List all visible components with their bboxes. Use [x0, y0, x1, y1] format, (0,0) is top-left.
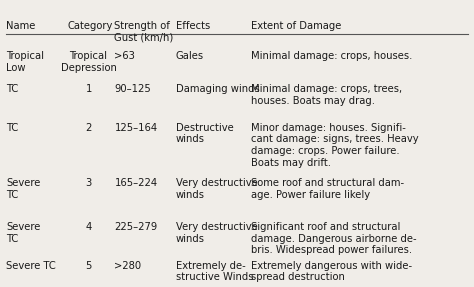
Text: Extent of Damage: Extent of Damage: [251, 21, 341, 31]
Text: TC: TC: [6, 123, 18, 133]
Text: Some roof and structural dam-
age. Power failure likely: Some roof and structural dam- age. Power…: [251, 178, 404, 199]
Text: Severe
TC: Severe TC: [6, 178, 40, 199]
Text: 225–279: 225–279: [115, 222, 158, 232]
Text: 1: 1: [85, 84, 92, 94]
Text: Tropical
Depression: Tropical Depression: [61, 51, 117, 73]
Text: TC: TC: [6, 84, 18, 94]
Text: Name: Name: [6, 21, 36, 31]
Text: Gales: Gales: [176, 51, 204, 61]
Text: Minimal damage: crops, houses.: Minimal damage: crops, houses.: [251, 51, 412, 61]
Text: Severe
TC: Severe TC: [6, 222, 40, 244]
Text: 90–125: 90–125: [115, 84, 151, 94]
Text: Very destructive
winds: Very destructive winds: [176, 178, 257, 199]
Text: Severe TC: Severe TC: [6, 261, 56, 271]
Text: >63: >63: [115, 51, 136, 61]
Text: Category: Category: [67, 21, 113, 31]
Text: >280: >280: [115, 261, 142, 271]
Text: Destructive
winds: Destructive winds: [176, 123, 234, 144]
Text: Strength of
Gust (km/h): Strength of Gust (km/h): [115, 21, 174, 42]
Text: 4: 4: [85, 222, 91, 232]
Text: Damaging winds: Damaging winds: [176, 84, 259, 94]
Text: Tropical
Low: Tropical Low: [6, 51, 44, 73]
Text: Extremely de-
structive Winds: Extremely de- structive Winds: [176, 261, 253, 282]
Text: Minimal damage: crops, trees,
houses. Boats may drag.: Minimal damage: crops, trees, houses. Bo…: [251, 84, 402, 106]
Text: Effects: Effects: [176, 21, 210, 31]
Text: Significant roof and structural
damage. Dangerous airborne de-
bris. Widespread : Significant roof and structural damage. …: [251, 222, 417, 255]
Text: Very destructive
winds: Very destructive winds: [176, 222, 257, 244]
Text: 3: 3: [85, 178, 91, 188]
Text: Extremely dangerous with wide-
spread destruction: Extremely dangerous with wide- spread de…: [251, 261, 412, 282]
Text: Minor damage: houses. Signifi-
cant damage: signs, trees. Heavy
damage: crops. P: Minor damage: houses. Signifi- cant dama…: [251, 123, 419, 168]
Text: 5: 5: [85, 261, 92, 271]
Text: 165–224: 165–224: [115, 178, 158, 188]
Text: 125–164: 125–164: [115, 123, 158, 133]
Text: 2: 2: [85, 123, 92, 133]
